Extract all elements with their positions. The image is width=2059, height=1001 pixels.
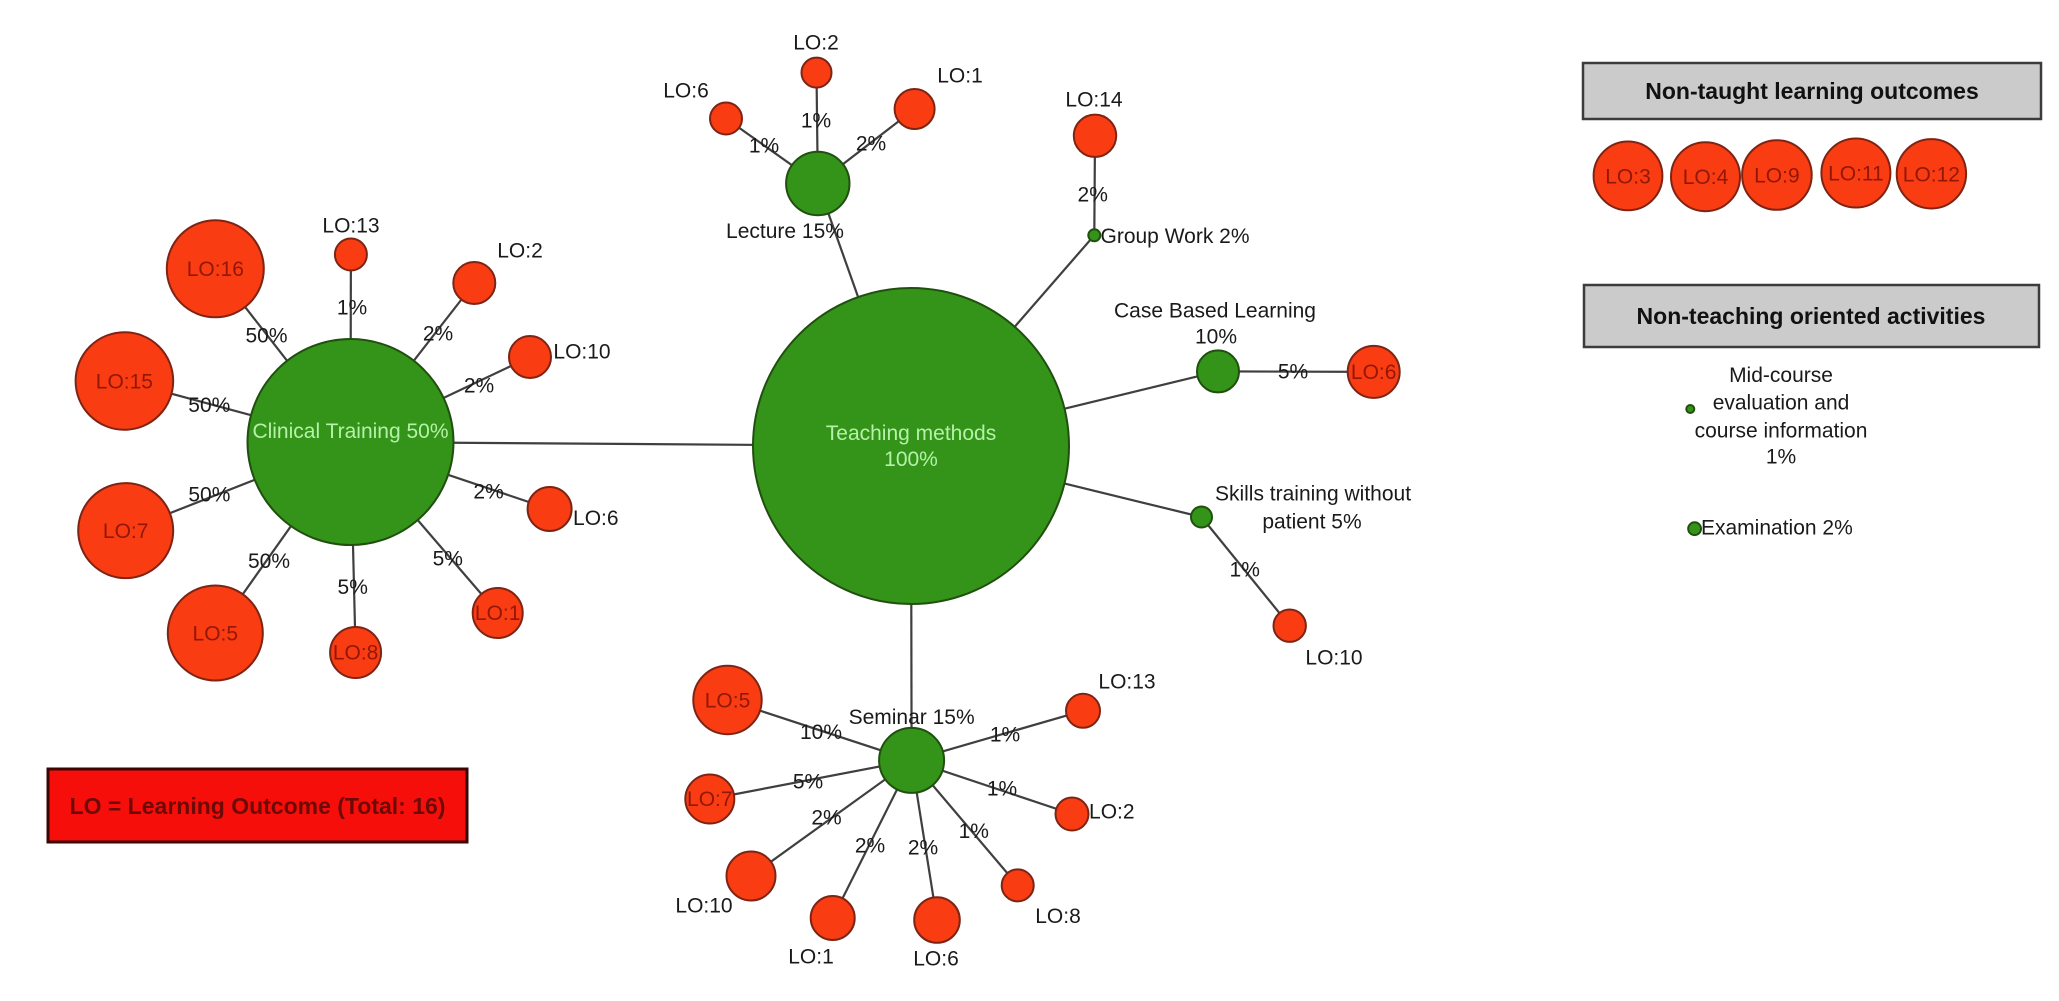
svg-text:Clinical Training 50%: Clinical Training 50% <box>252 420 448 443</box>
svg-text:2%: 2% <box>473 481 503 504</box>
svg-text:Teaching methods: Teaching methods <box>826 422 996 445</box>
svg-text:1%: 1% <box>1230 559 1260 582</box>
svg-text:Non-teaching oriented activiti: Non-teaching oriented activities <box>1637 303 1986 329</box>
svg-text:Skills training without: Skills training without <box>1215 483 1411 506</box>
svg-text:1%: 1% <box>990 724 1020 747</box>
svg-text:LO:2: LO:2 <box>497 240 543 263</box>
svg-text:LO:13: LO:13 <box>1098 671 1155 694</box>
svg-text:2%: 2% <box>908 837 938 860</box>
svg-text:1%: 1% <box>337 297 367 320</box>
svg-text:LO:10: LO:10 <box>675 895 732 918</box>
svg-text:LO:5: LO:5 <box>193 623 239 646</box>
svg-text:2%: 2% <box>856 133 886 156</box>
svg-text:course information: course information <box>1695 420 1868 443</box>
svg-text:LO:7: LO:7 <box>687 788 733 811</box>
svg-text:LO:8: LO:8 <box>333 642 379 665</box>
svg-text:LO:1: LO:1 <box>475 602 521 625</box>
svg-text:LO:10: LO:10 <box>1305 647 1362 670</box>
svg-text:LO:14: LO:14 <box>1065 89 1123 112</box>
svg-text:1%: 1% <box>801 110 831 133</box>
svg-text:Case Based Learning: Case Based Learning <box>1114 300 1316 323</box>
svg-text:LO:7: LO:7 <box>103 520 149 543</box>
svg-text:LO:13: LO:13 <box>322 215 379 238</box>
svg-text:5%: 5% <box>793 771 823 794</box>
svg-text:50%: 50% <box>248 550 290 573</box>
svg-text:50%: 50% <box>188 484 230 507</box>
svg-text:Non-taught learning outcomes: Non-taught learning outcomes <box>1645 78 1979 104</box>
svg-text:2%: 2% <box>464 375 494 398</box>
svg-text:LO = Learning Outcome (Total:: LO = Learning Outcome (Total: 16) <box>70 793 446 819</box>
svg-text:LO:10: LO:10 <box>553 341 610 364</box>
svg-text:LO:11: LO:11 <box>1828 163 1884 186</box>
svg-text:5%: 5% <box>433 548 463 571</box>
svg-text:5%: 5% <box>1278 361 1308 384</box>
svg-text:LO:3: LO:3 <box>1605 166 1651 189</box>
svg-text:100%: 100% <box>884 448 938 471</box>
svg-text:2%: 2% <box>855 835 885 858</box>
svg-text:LO:6: LO:6 <box>663 80 709 103</box>
svg-text:2%: 2% <box>811 807 841 830</box>
svg-text:LO:6: LO:6 <box>1351 361 1397 384</box>
svg-text:Examination 2%: Examination 2% <box>1701 517 1853 540</box>
svg-text:10%: 10% <box>1195 326 1237 349</box>
svg-text:50%: 50% <box>245 325 287 348</box>
svg-text:5%: 5% <box>338 576 368 599</box>
svg-text:50%: 50% <box>188 394 230 417</box>
svg-text:evaluation and: evaluation and <box>1713 392 1850 415</box>
svg-text:LO:2: LO:2 <box>793 32 839 55</box>
svg-text:LO:6: LO:6 <box>913 948 959 971</box>
svg-text:Seminar 15%: Seminar 15% <box>849 706 975 729</box>
svg-text:Lecture 15%: Lecture 15% <box>726 220 844 243</box>
svg-text:10%: 10% <box>800 721 842 744</box>
svg-text:LO:8: LO:8 <box>1035 905 1081 928</box>
svg-text:Group Work 2%: Group Work 2% <box>1101 225 1250 248</box>
svg-text:LO:15: LO:15 <box>96 371 153 394</box>
svg-text:1%: 1% <box>1766 446 1796 469</box>
svg-text:2%: 2% <box>423 323 453 346</box>
svg-text:Mid-course: Mid-course <box>1729 364 1833 387</box>
svg-text:LO:5: LO:5 <box>705 690 751 713</box>
svg-text:LO:2: LO:2 <box>1089 801 1135 824</box>
svg-text:LO:1: LO:1 <box>788 946 834 969</box>
svg-text:1%: 1% <box>749 135 779 158</box>
svg-text:LO:9: LO:9 <box>1754 165 1800 188</box>
svg-text:1%: 1% <box>959 820 989 843</box>
svg-text:LO:4: LO:4 <box>1683 166 1729 189</box>
svg-text:LO:6: LO:6 <box>573 507 619 530</box>
svg-text:2%: 2% <box>1078 184 1108 207</box>
svg-text:patient 5%: patient 5% <box>1262 511 1361 534</box>
svg-text:LO:12: LO:12 <box>1903 163 1960 186</box>
svg-text:LO:16: LO:16 <box>187 258 244 281</box>
svg-text:LO:1: LO:1 <box>937 65 983 88</box>
svg-text:1%: 1% <box>987 778 1017 801</box>
